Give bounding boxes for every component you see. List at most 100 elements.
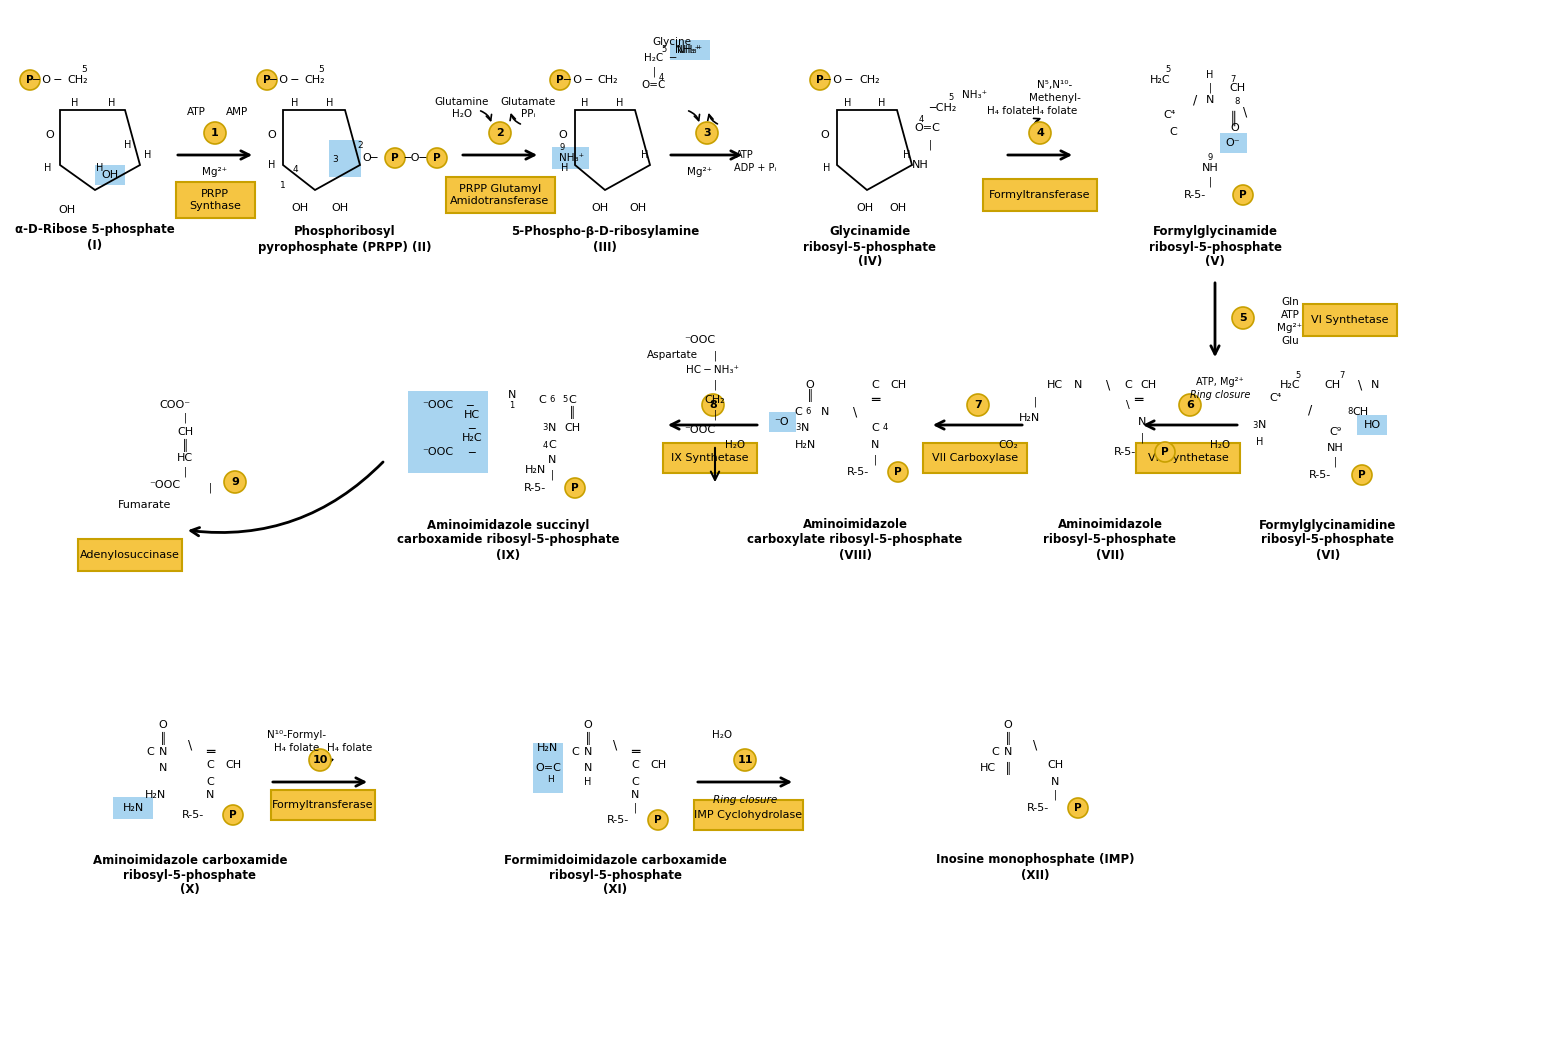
Text: ⁻OOC: ⁻OOC — [684, 425, 715, 435]
FancyBboxPatch shape — [671, 40, 711, 60]
Text: NH₃⁺: NH₃⁺ — [675, 45, 700, 55]
Text: NH: NH — [1202, 163, 1219, 173]
Text: 4: 4 — [292, 165, 298, 175]
Text: IMP Cyclohydrolase: IMP Cyclohydrolase — [694, 810, 802, 820]
Text: O: O — [559, 130, 567, 140]
Text: |: | — [1140, 433, 1143, 443]
Text: N: N — [800, 423, 810, 433]
Text: ribosyl-5-phosphate: ribosyl-5-phosphate — [1148, 240, 1281, 254]
Text: N: N — [584, 747, 592, 757]
Text: H: H — [124, 140, 131, 150]
Text: 3: 3 — [703, 127, 711, 138]
Text: NH₃⁺: NH₃⁺ — [963, 90, 987, 100]
Text: P: P — [433, 153, 440, 163]
Text: O⁻: O⁻ — [1225, 138, 1241, 148]
Text: C: C — [205, 760, 213, 770]
Text: H₂N: H₂N — [794, 440, 816, 450]
FancyBboxPatch shape — [113, 797, 153, 819]
Text: NH₃⁺: NH₃⁺ — [677, 45, 703, 55]
Text: 1: 1 — [212, 127, 219, 138]
Text: \: \ — [1358, 378, 1363, 392]
Text: CH₂: CH₂ — [598, 75, 618, 85]
Text: \: \ — [853, 405, 857, 418]
Text: ribosyl-5-phosphate: ribosyl-5-phosphate — [1262, 534, 1395, 547]
Text: |: | — [184, 467, 187, 478]
Text: O─: O─ — [362, 153, 377, 163]
Text: OH: OH — [890, 203, 907, 213]
Text: C: C — [1125, 380, 1132, 390]
Text: PRPP
Synthase: PRPP Synthase — [188, 189, 241, 211]
FancyBboxPatch shape — [270, 790, 375, 820]
Text: ║: ║ — [1004, 762, 1012, 774]
Text: ═: ═ — [1134, 393, 1142, 407]
Text: N: N — [1074, 380, 1081, 390]
Text: H₂N: H₂N — [144, 790, 165, 800]
Text: N: N — [584, 763, 592, 773]
Text: Glycinamide: Glycinamide — [830, 226, 910, 238]
Text: 5: 5 — [1295, 371, 1301, 379]
Text: ribosyl-5-phosphate: ribosyl-5-phosphate — [1043, 534, 1176, 547]
Text: O=C: O=C — [641, 80, 666, 90]
Text: CH: CH — [178, 427, 193, 437]
Circle shape — [1231, 307, 1255, 329]
Circle shape — [256, 70, 277, 90]
Text: Mg²⁺: Mg²⁺ — [1278, 323, 1302, 333]
Text: O: O — [584, 720, 592, 730]
Text: (XI): (XI) — [603, 883, 627, 897]
Circle shape — [701, 394, 725, 416]
Text: N: N — [820, 407, 830, 417]
Text: Glutamine: Glutamine — [434, 97, 490, 107]
Text: ⁻OOC: ⁻OOC — [150, 480, 181, 490]
Text: O: O — [820, 130, 830, 140]
Text: Aminoimidazole succinyl: Aminoimidazole succinyl — [426, 518, 589, 532]
Text: 5: 5 — [949, 93, 953, 102]
Text: Mg²⁺: Mg²⁺ — [688, 167, 712, 177]
Text: CH₂: CH₂ — [859, 75, 881, 85]
Text: 4: 4 — [882, 423, 888, 433]
Text: 9: 9 — [559, 143, 564, 153]
Text: ribosyl-5-phosphate: ribosyl-5-phosphate — [803, 240, 936, 254]
Text: N: N — [205, 790, 215, 800]
Text: R-5-: R-5- — [1114, 447, 1136, 457]
Text: Formimidoimidazole carboxamide: Formimidoimidazole carboxamide — [504, 854, 726, 866]
Text: H₂O: H₂O — [1210, 440, 1230, 450]
Text: 5-Phospho-β-D-ribosylamine: 5-Phospho-β-D-ribosylamine — [511, 226, 700, 238]
Text: P: P — [572, 483, 579, 493]
Text: C: C — [871, 380, 879, 390]
Text: H₂C: H₂C — [1279, 380, 1301, 390]
Text: 9: 9 — [232, 477, 239, 487]
Circle shape — [224, 471, 246, 493]
Text: Glycine: Glycine — [652, 37, 692, 47]
Text: 6: 6 — [1187, 400, 1194, 410]
Text: N: N — [1258, 420, 1267, 429]
Text: ribosyl-5-phosphate: ribosyl-5-phosphate — [548, 868, 681, 882]
Text: ⁻O: ⁻O — [774, 417, 789, 427]
Text: N: N — [159, 747, 167, 757]
Text: ─O─: ─O─ — [403, 153, 426, 163]
Text: P: P — [1358, 470, 1366, 480]
FancyBboxPatch shape — [176, 182, 255, 218]
Text: C⁴: C⁴ — [1163, 110, 1176, 120]
Text: P: P — [26, 75, 34, 85]
Text: C: C — [569, 395, 576, 405]
FancyBboxPatch shape — [533, 743, 562, 793]
Text: 6: 6 — [805, 408, 811, 417]
Text: H₂N: H₂N — [122, 803, 144, 813]
Text: 7: 7 — [1230, 75, 1236, 85]
FancyBboxPatch shape — [1357, 415, 1387, 435]
Text: H: H — [326, 98, 334, 108]
Text: O: O — [1231, 123, 1239, 133]
Text: H: H — [584, 777, 592, 787]
FancyBboxPatch shape — [663, 443, 757, 473]
FancyBboxPatch shape — [983, 179, 1097, 211]
Text: Gln: Gln — [1281, 297, 1299, 307]
Text: C: C — [630, 777, 640, 787]
FancyBboxPatch shape — [768, 412, 796, 432]
Text: H₂O: H₂O — [725, 440, 745, 450]
Text: ─ O ─: ─ O ─ — [32, 75, 62, 85]
Text: H: H — [1207, 70, 1214, 80]
Text: α-D-Ribose 5-phosphate: α-D-Ribose 5-phosphate — [15, 224, 175, 236]
Text: HC: HC — [178, 452, 193, 463]
Text: ║: ║ — [1004, 732, 1012, 744]
Text: HO: HO — [1363, 420, 1381, 429]
